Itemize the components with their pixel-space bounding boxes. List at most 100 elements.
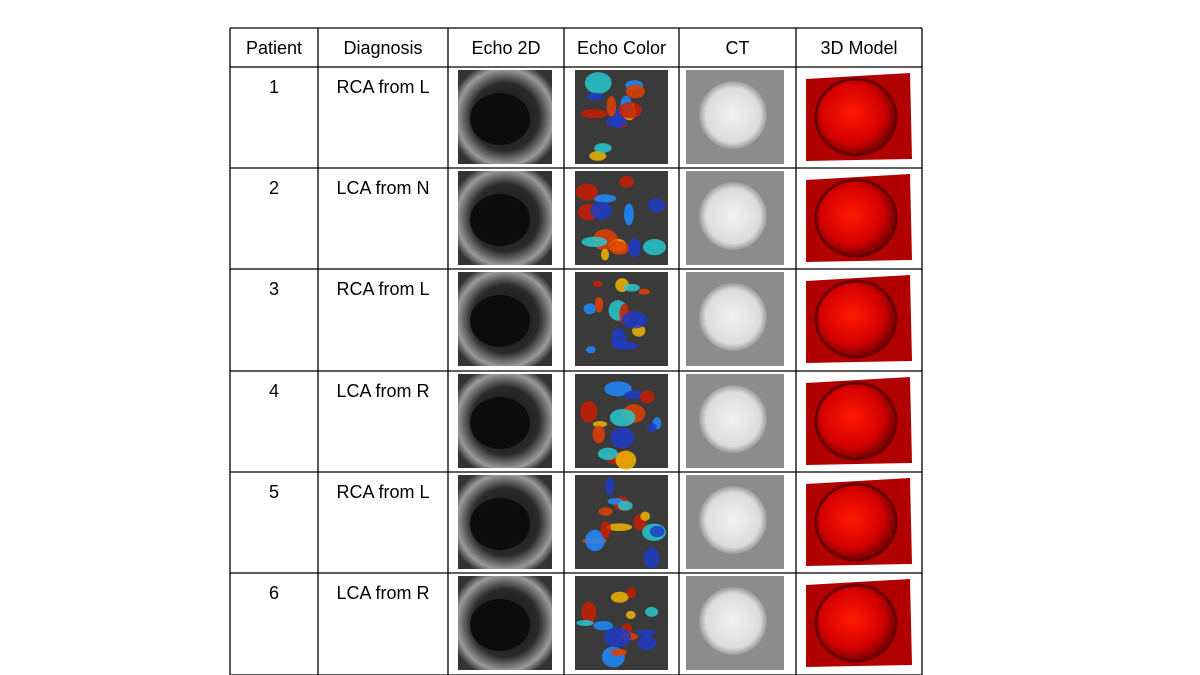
color-blob xyxy=(611,328,627,350)
echo-2d-image xyxy=(458,272,552,366)
model-ring xyxy=(814,381,898,461)
color-blob xyxy=(609,241,630,255)
color-blob xyxy=(586,92,604,101)
color-blob xyxy=(585,529,605,552)
echo-cavity xyxy=(470,397,530,449)
header-cell: Patient xyxy=(246,38,302,58)
3d-model-image xyxy=(806,579,912,667)
color-blob xyxy=(593,194,617,203)
diagnosis-cell: RCA from L xyxy=(336,482,429,502)
echo-color-image xyxy=(575,70,668,164)
ct-image xyxy=(686,576,784,670)
diagnosis-cell: RCA from L xyxy=(336,77,429,97)
color-blob xyxy=(615,450,637,470)
color-blob xyxy=(580,400,598,423)
color-blob xyxy=(598,507,613,516)
color-blob xyxy=(584,72,612,94)
model-ring xyxy=(814,178,898,258)
color-blob xyxy=(625,84,646,99)
echo-color-image xyxy=(575,272,668,366)
patient-cell: 3 xyxy=(269,279,279,299)
echo-2d-image xyxy=(458,576,552,670)
color-blob xyxy=(617,500,633,511)
header-cell: Diagnosis xyxy=(343,38,422,58)
echo-cavity xyxy=(470,599,530,651)
color-blob xyxy=(575,183,598,201)
ct-image xyxy=(686,272,784,366)
color-blob xyxy=(626,587,637,599)
color-blob xyxy=(606,523,633,531)
color-blob xyxy=(643,238,666,256)
ct-vessel xyxy=(699,182,767,250)
header-cell: Echo Color xyxy=(577,38,666,58)
color-blob xyxy=(624,203,634,226)
patient-cell: 5 xyxy=(269,482,279,502)
color-blob xyxy=(590,201,612,220)
patient-cell: 1 xyxy=(269,77,279,97)
color-blob xyxy=(576,619,594,627)
color-blob xyxy=(623,283,640,292)
patient-cell: 6 xyxy=(269,583,279,603)
3d-model-image xyxy=(806,377,912,465)
3d-model-image xyxy=(806,174,912,262)
color-blob xyxy=(625,610,636,620)
color-blob xyxy=(592,280,603,288)
echo-color-image xyxy=(575,171,668,265)
echo-color-image xyxy=(575,475,668,569)
ct-vessel xyxy=(699,385,767,453)
color-blob xyxy=(621,311,648,329)
echo-cavity xyxy=(470,498,530,550)
ct-image xyxy=(686,171,784,265)
echo-2d-image xyxy=(458,475,552,569)
ct-image xyxy=(686,475,784,569)
color-blob xyxy=(637,635,657,651)
color-blob xyxy=(628,238,641,258)
color-blob xyxy=(606,95,617,117)
model-ring xyxy=(814,279,898,359)
color-blob xyxy=(649,525,665,538)
model-ring xyxy=(814,482,898,562)
3d-model-image xyxy=(806,73,912,161)
3d-model-image xyxy=(806,275,912,363)
color-blob xyxy=(619,176,634,188)
echo-cavity xyxy=(470,295,530,347)
color-blob xyxy=(623,390,646,400)
color-blob xyxy=(605,477,615,496)
header-cell: 3D Model xyxy=(820,38,897,58)
color-blob xyxy=(594,296,604,313)
color-blob xyxy=(605,116,628,128)
diagnosis-cell: RCA from L xyxy=(336,279,429,299)
color-blob xyxy=(645,606,659,617)
color-blob xyxy=(581,601,597,624)
echo-cavity xyxy=(470,93,530,145)
echo-2d-image xyxy=(458,171,552,265)
color-blob xyxy=(638,288,650,295)
echo-2d-image xyxy=(458,374,552,468)
diagnosis-cell: LCA from R xyxy=(336,583,429,603)
color-blob xyxy=(594,143,612,153)
color-blob xyxy=(639,390,655,404)
echo-color-image xyxy=(575,374,668,470)
patient-cell: 4 xyxy=(269,381,279,401)
color-blob xyxy=(610,427,635,449)
ct-image xyxy=(686,374,784,468)
color-blob xyxy=(610,591,629,603)
color-blob xyxy=(593,620,613,631)
model-ring xyxy=(814,77,898,157)
patient-cell: 2 xyxy=(269,178,279,198)
color-blob xyxy=(640,511,651,521)
color-blob xyxy=(609,408,636,427)
ct-vessel xyxy=(699,283,767,351)
color-blob xyxy=(648,198,666,213)
color-blob xyxy=(585,346,596,354)
color-blob xyxy=(597,447,618,460)
color-blob xyxy=(603,627,632,648)
color-blob xyxy=(643,547,660,569)
ct-image xyxy=(686,70,784,164)
diagnosis-cell: LCA from N xyxy=(336,178,429,198)
header-cell: CT xyxy=(726,38,750,58)
color-blob xyxy=(600,520,612,539)
ct-vessel xyxy=(699,81,767,149)
